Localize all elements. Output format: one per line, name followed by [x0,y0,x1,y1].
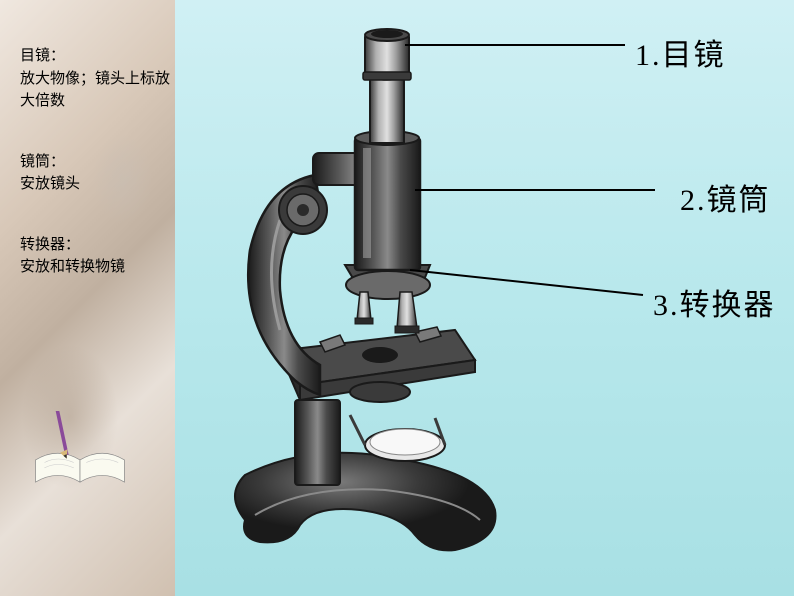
definition-item: 转换器： 安放和转换物镜 [20,234,175,279]
definition-item: 镜筒： 安放镜头 [20,151,175,196]
def-desc: 安放和转换物镜 [20,256,175,279]
def-title: 镜筒： [20,151,175,174]
label-nosepiece: 3.转换器 [653,280,776,324]
label-eyepiece: 1.目镜 [635,30,726,74]
label-num: 1 [635,39,652,72]
def-title: 转换器： [20,234,175,257]
left-definitions-panel: 目镜： 放大物像；镜头上标放大倍数 镜筒： 安放镜头 转换器： 安放和转换物镜 [0,0,175,596]
book-pencil-icon [25,411,135,491]
label-text: 转换器 [680,289,776,322]
definition-item: 目镜： 放大物像；镜头上标放大倍数 [20,45,175,113]
diagram-main-area: 1.目镜 2.镜筒 3.转换器 [175,0,794,596]
def-desc: 放大物像；镜头上标放大倍数 [20,68,175,113]
def-desc: 安放镜头 [20,173,175,196]
label-text: 目镜 [662,39,726,72]
label-text: 镜筒 [707,184,771,217]
label-tube: 2.镜筒 [680,175,771,219]
def-title: 目镜： [20,45,175,68]
label-num: 2 [680,184,697,217]
microscope-illustration [185,20,535,570]
definitions-list: 目镜： 放大物像；镜头上标放大倍数 镜筒： 安放镜头 转换器： 安放和转换物镜 [20,45,175,317]
label-num: 3 [653,289,670,322]
